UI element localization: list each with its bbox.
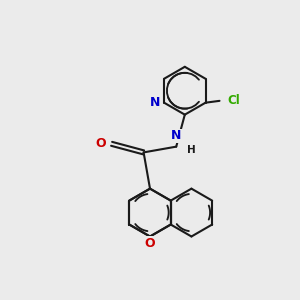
Text: O: O	[145, 237, 155, 250]
Text: N: N	[171, 129, 181, 142]
Text: N: N	[150, 96, 160, 109]
Text: Cl: Cl	[228, 94, 240, 107]
Text: H: H	[187, 145, 195, 155]
Text: O: O	[95, 137, 106, 150]
